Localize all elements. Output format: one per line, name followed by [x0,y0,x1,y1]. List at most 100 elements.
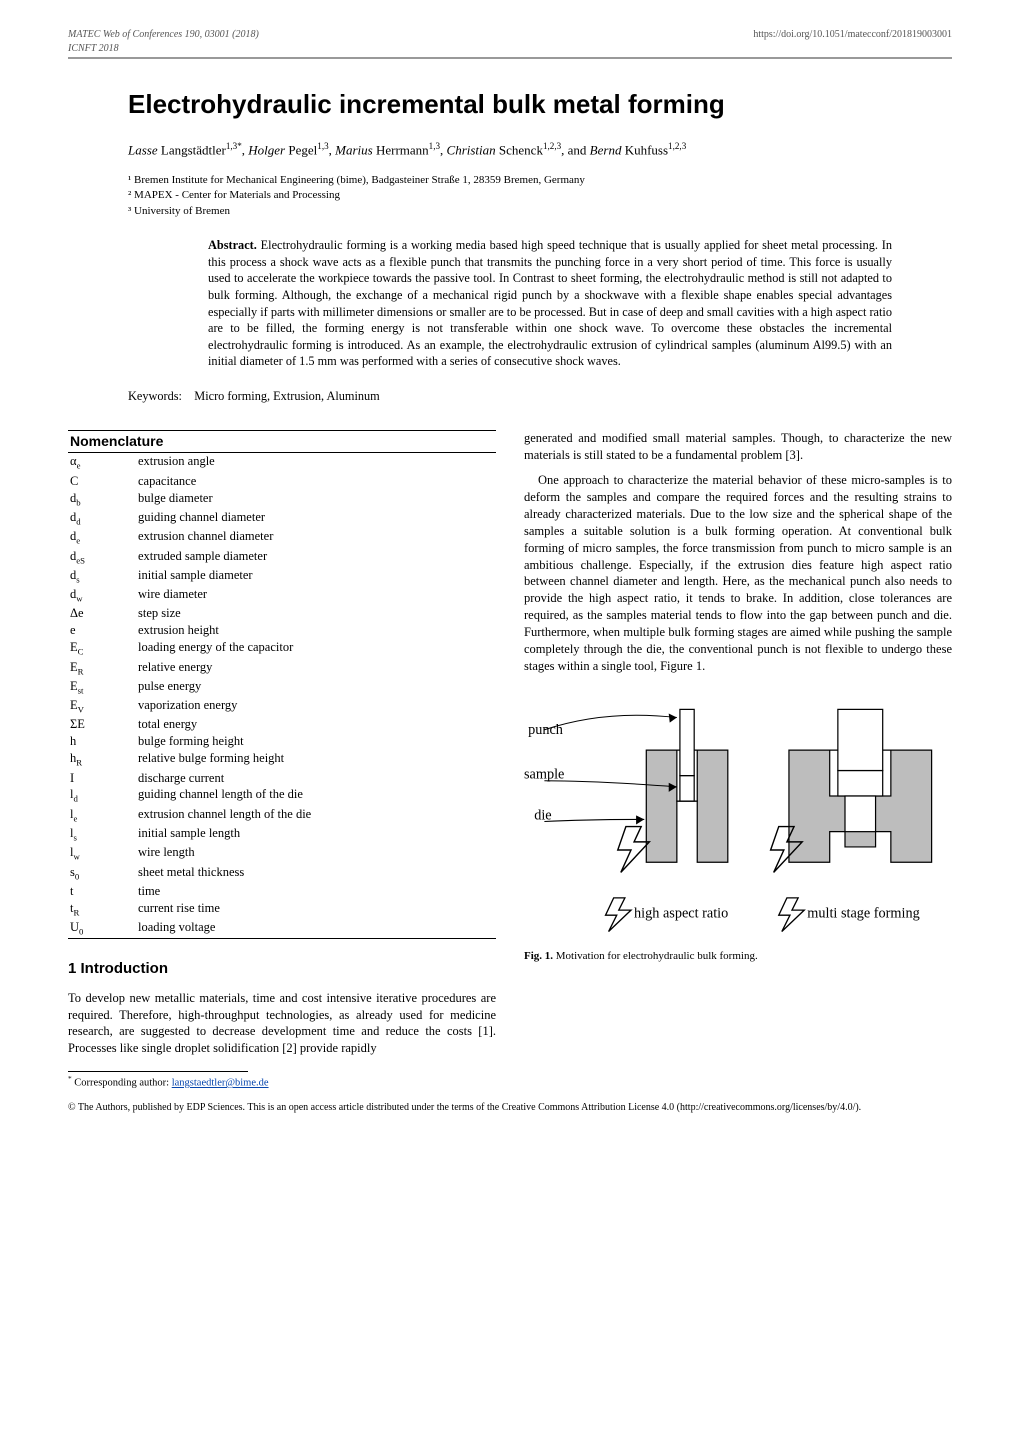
table-row: tR current rise time [68,900,496,919]
fig1-caption-right: multi stage forming [807,905,919,921]
nomenclature-symbol: ΣE [68,716,138,733]
figure-1: punch sample die [524,689,952,965]
nomenclature-table: αe extrusion angle C capacitance db bulg… [68,453,496,939]
footnote-text: Corresponding author: [74,1078,169,1089]
nomenclature-symbol: EC [68,639,138,658]
table-row: db bulge diameter [68,490,496,509]
table-row: hR relative bulge forming height [68,750,496,769]
table-row: EV vaporization energy [68,697,496,716]
intro-para1: To develop new metallic materials, time … [68,990,496,1058]
nomenclature-description: wire length [138,844,496,863]
bolt-icon [779,898,804,932]
nomenclature-symbol: dd [68,509,138,528]
abstract: Abstract. Electrohydraulic forming is a … [208,237,892,370]
nomenclature-description: loading voltage [138,919,496,939]
fig1-caption-left: high aspect ratio [634,905,728,921]
affiliation-line: ³ University of Bremen [128,204,952,219]
nomenclature-symbol: s0 [68,864,138,883]
table-row: s0 sheet metal thickness [68,864,496,883]
fig1-right-sample [838,770,883,795]
header-divider [68,57,952,59]
license-text: © The Authors, published by EDP Sciences… [68,1101,952,1115]
keywords-label: Keywords: [128,389,182,403]
nomenclature-symbol: t [68,883,138,900]
table-row: U0 loading voltage [68,919,496,939]
nomenclature-description: discharge current [138,770,496,787]
fig1-caption-text: Motivation for electrohydraulic bulk for… [556,950,758,962]
table-row: t time [68,883,496,900]
nomenclature-description: relative bulge forming height [138,750,496,769]
intro-para3: One approach to characterize the materia… [524,472,952,675]
paper-title: Electrohydraulic incremental bulk metal … [128,87,952,122]
nomenclature-description: bulge diameter [138,490,496,509]
table-row: ls initial sample length [68,825,496,844]
affiliation-line: ¹ Bremen Institute for Mechanical Engine… [128,173,952,188]
nomenclature-symbol: hR [68,750,138,769]
fig1-label-die: die [534,807,551,823]
nomenclature-description: current rise time [138,900,496,919]
nomenclature-symbol: lw [68,844,138,863]
header-doi: https://doi.org/10.1051/matecconf/201819… [753,28,952,55]
bolt-icon [618,826,650,872]
fig1-right-punch [838,709,883,770]
nomenclature-symbol: ds [68,567,138,586]
nomenclature-symbol: EV [68,697,138,716]
nomenclature-symbol: e [68,622,138,639]
header-conference: MATEC Web of Conferences 190, 03001 (201… [68,28,259,42]
nomenclature-description: vaporization energy [138,697,496,716]
affiliations: ¹ Bremen Institute for Mechanical Engine… [128,173,952,219]
nomenclature-description: extrusion height [138,622,496,639]
table-row: ER relative energy [68,659,496,678]
nomenclature-symbol: U0 [68,919,138,939]
nomenclature-description: extrusion channel length of the die [138,806,496,825]
nomenclature-symbol: I [68,770,138,787]
nomenclature-description: loading energy of the capacitor [138,639,496,658]
table-row: I discharge current [68,770,496,787]
nomenclature-symbol: C [68,473,138,490]
nomenclature-description: guiding channel length of the die [138,786,496,805]
header-event: ICNFT 2018 [68,42,259,56]
table-row: e extrusion height [68,622,496,639]
nomenclature-description: extruded sample diameter [138,548,496,567]
table-row: de extrusion channel diameter [68,528,496,547]
nomenclature-description: bulge forming height [138,733,496,750]
table-row: le extrusion channel length of the die [68,806,496,825]
intro-heading: 1 Introduction [68,959,496,979]
nomenclature-description: extrusion angle [138,453,496,472]
fig1-left-punch [680,709,694,775]
nomenclature-description: step size [138,605,496,622]
page-header: MATEC Web of Conferences 190, 03001 (201… [68,28,952,55]
table-row: dd guiding channel diameter [68,509,496,528]
nomenclature-description: initial sample diameter [138,567,496,586]
nomenclature-symbol: tR [68,900,138,919]
nomenclature-symbol: Δe [68,605,138,622]
nomenclature-symbol: de [68,528,138,547]
nomenclature-description: total energy [138,716,496,733]
table-row: h bulge forming height [68,733,496,750]
intro-para2: generated and modified small material sa… [524,430,952,464]
bolt-icon [606,898,631,932]
table-row: deS extruded sample diameter [68,548,496,567]
footnote-email-link[interactable]: langstaedtler@bime.de [172,1078,269,1089]
nomenclature-description: pulse energy [138,678,496,697]
nomenclature-description: time [138,883,496,900]
nomenclature-symbol: h [68,733,138,750]
nomenclature-symbol: ld [68,786,138,805]
left-column: Nomenclature αe extrusion angle C capaci… [68,430,496,1090]
nomenclature-symbol: ls [68,825,138,844]
right-column: generated and modified small material sa… [524,430,952,1090]
nomenclature-description: relative energy [138,659,496,678]
nomenclature-symbol: db [68,490,138,509]
keywords-text: Micro forming, Extrusion, Aluminum [194,389,379,403]
nomenclature-symbol: deS [68,548,138,567]
table-row: Est pulse energy [68,678,496,697]
figure-1-svg: punch sample die [524,689,952,944]
fig1-left-sample [680,775,694,800]
table-row: dw wire diameter [68,586,496,605]
nomenclature-symbol: dw [68,586,138,605]
table-row: Δe step size [68,605,496,622]
nomenclature-description: sheet metal thickness [138,864,496,883]
figure-1-caption: Fig. 1. Motivation for electrohydraulic … [524,949,952,964]
table-row: EC loading energy of the capacitor [68,639,496,658]
fig1-caption-label: Fig. 1. [524,950,553,962]
